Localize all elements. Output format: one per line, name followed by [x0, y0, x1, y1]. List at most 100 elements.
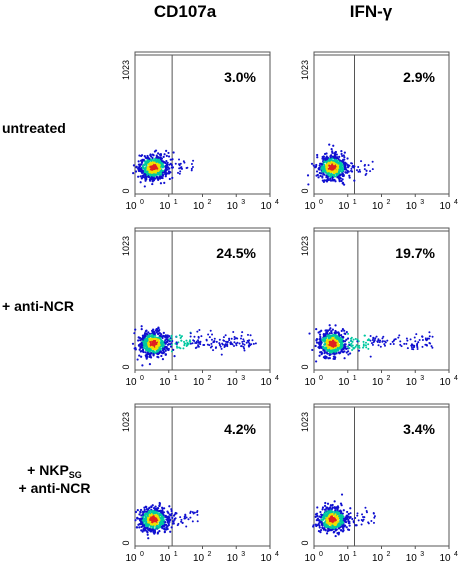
- scatter-point: [190, 167, 193, 170]
- scatter-point: [373, 515, 376, 518]
- scatter-point: [179, 166, 182, 169]
- scatter-point: [377, 344, 380, 347]
- scatter-point: [153, 339, 157, 343]
- scatter-point: [338, 155, 341, 159]
- scatter-point: [156, 350, 159, 353]
- scatter-point: [322, 170, 325, 173]
- scatter-point: [170, 339, 173, 342]
- scatter-point: [189, 332, 192, 335]
- scatter-point: [167, 151, 170, 155]
- scatter-point: [369, 355, 372, 358]
- scatter-point: [131, 342, 135, 345]
- scatter-point: [337, 511, 340, 514]
- percent-label: 4.2%: [224, 421, 256, 437]
- x-tick-exponent: 4: [454, 199, 458, 206]
- scatter-point: [222, 336, 225, 339]
- scatter-point: [156, 531, 159, 534]
- scatter-point: [325, 331, 329, 334]
- scatter-point: [232, 330, 235, 333]
- scatter-point: [405, 337, 408, 340]
- scatter-point: [348, 524, 351, 527]
- x-tick-exponent: 1: [174, 375, 178, 382]
- scatter-point: [351, 340, 354, 343]
- x-tick-label: 10: [125, 377, 137, 388]
- scatter-point: [136, 358, 139, 361]
- scatter-point: [136, 517, 140, 520]
- x-tick-label: 10: [338, 553, 350, 564]
- scatter-point: [160, 343, 163, 346]
- x-tick-exponent: 3: [420, 551, 424, 558]
- scatter-point: [370, 342, 373, 345]
- scatter-point: [341, 350, 344, 353]
- scatter-point: [159, 335, 163, 338]
- scatter-point: [416, 342, 419, 345]
- scatter-point: [223, 339, 226, 342]
- scatter-point: [372, 521, 375, 524]
- scatter-point: [168, 163, 171, 166]
- scatter-point: [212, 349, 215, 352]
- scatter-point: [425, 344, 428, 347]
- scatter-point: [323, 523, 326, 526]
- scatter-point: [146, 170, 149, 173]
- scatter-point: [188, 340, 191, 343]
- scatter-point: [306, 174, 310, 177]
- scatter-point: [334, 523, 337, 527]
- scatter-point: [342, 529, 345, 532]
- scatter-point: [348, 164, 351, 167]
- scatter-point: [140, 355, 143, 358]
- scatter-point: [355, 169, 358, 172]
- scatter-point: [350, 339, 353, 342]
- scatter-point: [365, 172, 368, 175]
- scatter-point: [356, 338, 359, 341]
- scatter-point: [345, 338, 348, 341]
- scatter-point: [340, 170, 344, 173]
- scatter-point: [325, 524, 328, 527]
- scatter-point: [350, 342, 353, 345]
- scatter-point: [169, 530, 172, 533]
- scatter-point: [346, 171, 349, 174]
- scatter-point: [314, 515, 317, 518]
- scatter-point: [155, 515, 158, 518]
- scatter-point: [363, 168, 366, 171]
- scatter-point: [170, 343, 173, 346]
- scatter-point: [318, 526, 321, 529]
- scatter-point: [174, 162, 177, 165]
- scatter-point: [334, 529, 337, 532]
- scatter-point: [184, 342, 187, 345]
- scatter-point: [338, 334, 341, 337]
- scatter-point: [362, 518, 365, 521]
- scatter-point: [349, 512, 352, 515]
- scatter-point: [346, 166, 350, 169]
- scatter-point: [322, 155, 325, 158]
- scatter-point: [182, 347, 185, 350]
- scatter-point: [356, 512, 359, 515]
- scatter-point: [148, 157, 151, 160]
- scatter-point: [330, 332, 333, 335]
- scatter-point: [324, 511, 327, 514]
- scatter-point: [137, 336, 140, 339]
- scatter-point: [151, 153, 154, 156]
- x-tick-exponent: 3: [241, 375, 245, 382]
- scatter-point: [346, 510, 349, 514]
- scatter-point: [343, 340, 347, 343]
- scatter-point: [167, 155, 171, 158]
- scatter-point: [325, 341, 328, 344]
- scatter-points: [308, 324, 434, 363]
- scatter-point: [141, 334, 144, 337]
- scatter-point: [307, 183, 310, 186]
- scatter-point: [334, 329, 337, 333]
- scatter-point: [149, 166, 152, 169]
- y-tick-label: 1023: [300, 412, 310, 432]
- scatter-point: [339, 512, 343, 515]
- scatter-point: [134, 348, 137, 351]
- scatter-point: [166, 520, 170, 523]
- scatter-point: [149, 509, 152, 513]
- scatter-point: [187, 518, 190, 521]
- scatter-point: [154, 527, 157, 530]
- scatter-point: [138, 526, 141, 529]
- scatter-point: [331, 178, 334, 181]
- scatter-point: [218, 338, 221, 341]
- scatter-point: [331, 503, 334, 507]
- scatter-point: [241, 340, 244, 343]
